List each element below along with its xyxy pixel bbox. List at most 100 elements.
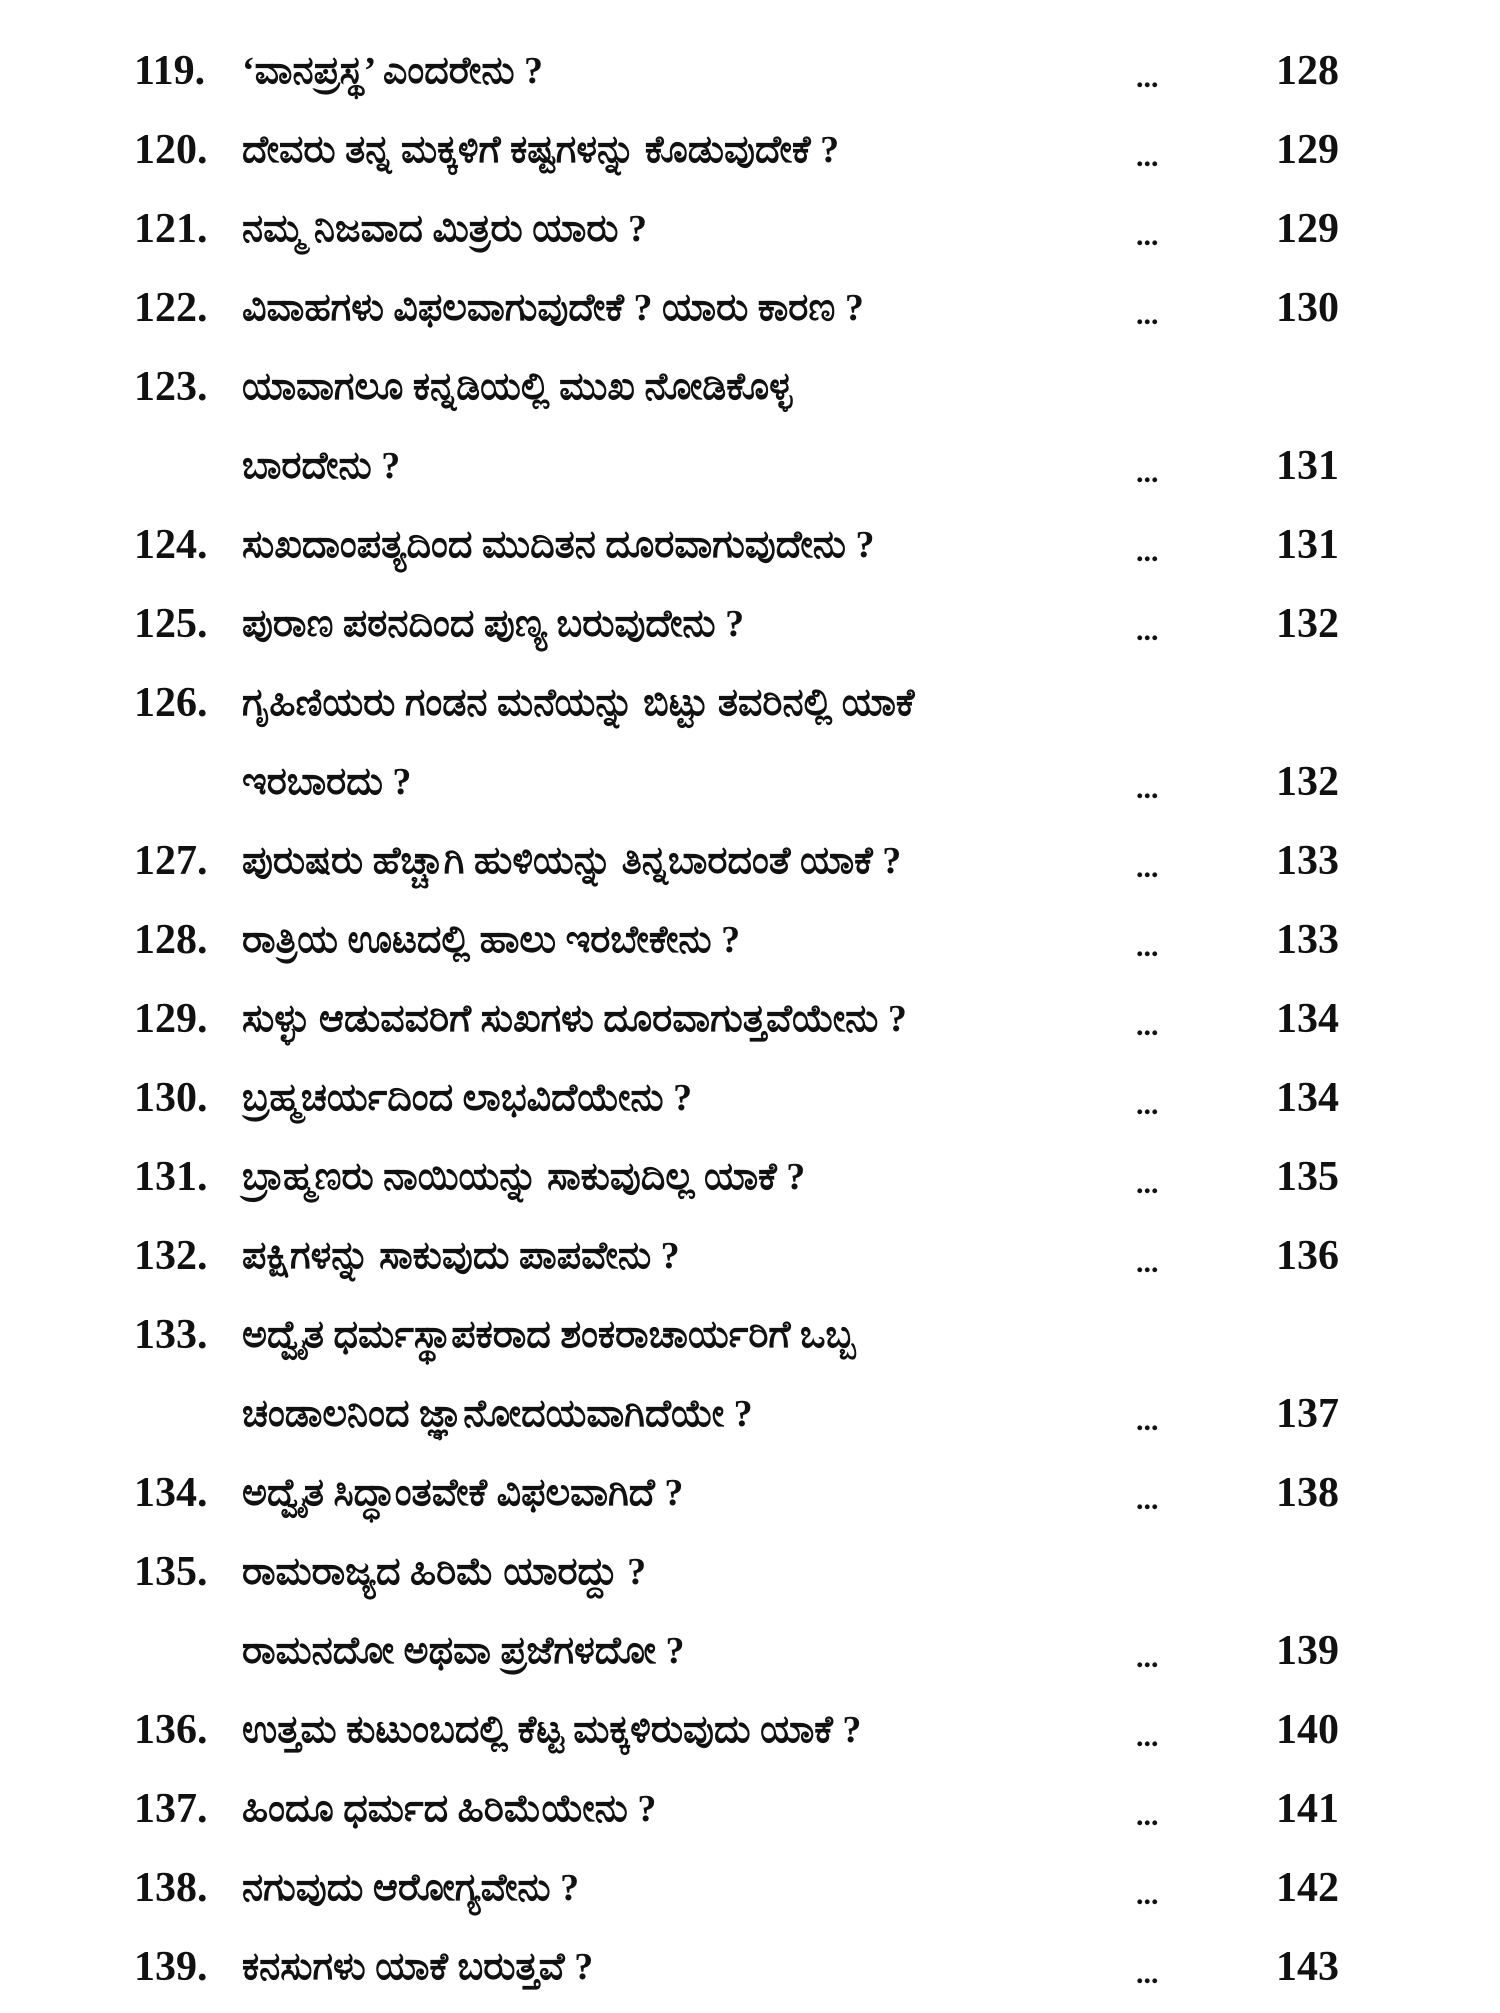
entry-number: 132. xyxy=(134,1233,208,1279)
toc-entry: 132. ಪಕ್ಷಿಗಳನ್ನು ಸಾಕುವುದು ಪಾಪವೇನು ?... 136 xyxy=(0,1217,1500,1296)
leader-dots: ... xyxy=(1136,1009,1159,1042)
entry-title: ಪುರಾಣ ಪಠನದಿಂದ ಪುಣ್ಯ ಬರುವುದೇನು ? xyxy=(242,603,745,645)
toc-entry: 127. ಪುರುಷರು ಹೆಚ್ಚಾಗಿ ಹುಳಿಯನ್ನು ತಿನ್ನಬಾರದ… xyxy=(0,822,1500,901)
leader-dots: ... xyxy=(1136,1167,1159,1200)
leader-dots: ... xyxy=(1136,1483,1159,1516)
page-number: 136 xyxy=(1276,1233,1339,1279)
leader-dots: ... xyxy=(1136,772,1159,805)
leader-dots: ... xyxy=(1136,1720,1159,1753)
leader-dots: ... xyxy=(1136,851,1159,884)
entry-number: 137. xyxy=(134,1786,208,1832)
entry-number: 119. xyxy=(134,48,206,94)
entry-title: ವಿವಾಹಗಳು ವಿಫಲವಾಗುವುದೇಕೆ ? ಯಾರು ಕಾರಣ ? xyxy=(242,287,864,329)
entry-number: 127. xyxy=(134,838,208,884)
toc-entry: 125. ಪುರಾಣ ಪಠನದಿಂದ ಪುಣ್ಯ ಬರುವುದೇನು ?... 13… xyxy=(0,585,1500,664)
entry-title: ಅದ್ವೈತ ಸಿದ್ಧಾಂತವೇಕೆ ವಿಫಲವಾಗಿದೆ ? xyxy=(242,1472,684,1514)
page-number: 129 xyxy=(1276,206,1339,252)
toc-entry-line: ಬಾರದೇನು ?... 131 xyxy=(0,427,1500,506)
toc-entry: 130. ಬ್ರಹ್ಮಚರ್ಯದಿಂದ ಲಾಭವಿದೆಯೇನು ?... 134 xyxy=(0,1059,1500,1138)
entry-title: ‘ವಾನಪ್ರಸ್ಥ’ ಎಂದರೇನು ? xyxy=(242,50,544,92)
toc-entry: 133. ಅದ್ವೈತ ಧರ್ಮಸ್ಥಾಪಕರಾದ ಶಂಕರಾಚಾರ್ಯರಿಗೆ … xyxy=(0,1296,1500,1454)
leader-dots: ... xyxy=(1136,456,1159,489)
entry-number: 134. xyxy=(134,1470,208,1516)
entry-number: 136. xyxy=(134,1707,208,1753)
entry-title: ಸುಳ್ಳು ಆಡುವವರಿಗೆ ಸುಖಗಳು ದೂರವಾಗುತ್ತವೆಯೇನು… xyxy=(242,998,907,1040)
toc-entry-line: 133. ಅದ್ವೈತ ಧರ್ಮಸ್ಥಾಪಕರಾದ ಶಂಕರಾಚಾರ್ಯರಿಗೆ … xyxy=(0,1296,1500,1375)
toc-entry-line: ಇರಬಾರದು ?... 132 xyxy=(0,743,1500,822)
toc-entry: 129. ಸುಳ್ಳು ಆಡುವವರಿಗೆ ಸುಖಗಳು ದೂರವಾಗುತ್ತವೆ… xyxy=(0,980,1500,1059)
entry-title: ಅದ್ವೈತ ಧರ್ಮಸ್ಥಾಪಕರಾದ ಶಂಕರಾಚಾರ್ಯರಿಗೆ ಒಬ್ಬ xyxy=(242,1314,856,1356)
toc-entry-line: 129. ಸುಳ್ಳು ಆಡುವವರಿಗೆ ಸುಖಗಳು ದೂರವಾಗುತ್ತವೆ… xyxy=(0,980,1500,1059)
leader-dots: ... xyxy=(1136,1641,1159,1674)
toc-entry: 128. ರಾತ್ರಿಯ ಊಟದಲ್ಲಿ ಹಾಲು ಇರಬೇಕೇನು ?... 13… xyxy=(0,901,1500,980)
toc-entry-line: 126. ಗೃಹಿಣಿಯರು ಗಂಡನ ಮನೆಯನ್ನು ಬಿಟ್ಟು ತವರಿನ… xyxy=(0,664,1500,743)
page-number: 129 xyxy=(1276,127,1339,173)
leader-dots: ... xyxy=(1136,140,1159,173)
toc-entry: 123. ಯಾವಾಗಲೂ ಕನ್ನಡಿಯಲ್ಲಿ ಮುಖ ನೋಡಿಕೊಳ್ಳ ಬಾರ… xyxy=(0,348,1500,506)
entry-number: 124. xyxy=(134,522,208,568)
entry-title: ಕನಸುಗಳು ಯಾಕೆ ಬರುತ್ತವೆ ? xyxy=(242,1946,594,1988)
entry-number: 130. xyxy=(134,1075,208,1121)
toc-entry-line: 132. ಪಕ್ಷಿಗಳನ್ನು ಸಾಕುವುದು ಪಾಪವೇನು ?... 136 xyxy=(0,1217,1500,1296)
page-number: 130 xyxy=(1276,285,1339,331)
leader-dots: ... xyxy=(1136,298,1159,331)
leader-dots: ... xyxy=(1136,930,1159,963)
entry-number: 133. xyxy=(134,1312,208,1358)
entry-title: ನಮ್ಮ ನಿಜವಾದ ಮಿತ್ರರು ಯಾರು ? xyxy=(242,208,648,250)
toc-entry-line: 120. ದೇವರು ತನ್ನ ಮಕ್ಕಳಿಗೆ ಕಷ್ಟಗಳನ್ನು ಕೊಡುವ… xyxy=(0,111,1500,190)
leader-dots: ... xyxy=(1136,614,1159,647)
entry-title: ದೇವರು ತನ್ನ ಮಕ್ಕಳಿಗೆ ಕಷ್ಟಗಳನ್ನು ಕೊಡುವುದೇಕ… xyxy=(242,129,840,171)
toc-entry-line: 125. ಪುರಾಣ ಪಠನದಿಂದ ಪುಣ್ಯ ಬರುವುದೇನು ?... 13… xyxy=(0,585,1500,664)
entry-number: 135. xyxy=(134,1549,208,1595)
toc-entry-line: 136. ಉತ್ತಮ ಕುಟುಂಬದಲ್ಲಿ ಕೆಟ್ಟ ಮಕ್ಕಳಿರುವುದು… xyxy=(0,1691,1500,1770)
toc-entry: 121. ನಮ್ಮ ನಿಜವಾದ ಮಿತ್ರರು ಯಾರು ?... 129 xyxy=(0,190,1500,269)
toc-entry-line: 135. ರಾಮರಾಜ್ಯದ ಹಿರಿಮೆ ಯಾರದ್ದು ? xyxy=(0,1533,1500,1612)
page-number: 138 xyxy=(1276,1470,1339,1516)
toc-entry-line: ರಾಮನದೋ ಅಥವಾ ಪ್ರಜೆಗಳದೋ ?... 139 xyxy=(0,1612,1500,1691)
entry-number: 131. xyxy=(134,1154,208,1200)
page-number: 134 xyxy=(1276,1075,1339,1121)
page-number: 135 xyxy=(1276,1154,1339,1200)
toc-entry-line: 138. ನಗುವುದು ಆರೋಗ್ಯವೇನು ?... 142 xyxy=(0,1849,1500,1928)
page-number: 134 xyxy=(1276,996,1339,1042)
entry-title: ನಗುವುದು ಆರೋಗ್ಯವೇನು ? xyxy=(242,1867,580,1909)
entry-title: ಬ್ರಾಹ್ಮಣರು ನಾಯಿಯನ್ನು ಸಾಕುವುದಿಲ್ಲ ಯಾಕೆ ? xyxy=(242,1156,806,1198)
toc-entry: 137. ಹಿಂದೂ ಧರ್ಮದ ಹಿರಿಮೆಯೇನು ?... 141 xyxy=(0,1770,1500,1849)
entry-title: ರಾಮರಾಜ್ಯದ ಹಿರಿಮೆ ಯಾರದ್ದು ? xyxy=(242,1551,647,1593)
entry-title: ಯಾವಾಗಲೂ ಕನ್ನಡಿಯಲ್ಲಿ ಮುಖ ನೋಡಿಕೊಳ್ಳ xyxy=(242,366,793,408)
page-number: 131 xyxy=(1276,522,1339,568)
toc-entry-line: 127. ಪುರುಷರು ಹೆಚ್ಚಾಗಿ ಹುಳಿಯನ್ನು ತಿನ್ನಬಾರದ… xyxy=(0,822,1500,901)
page-number: 140 xyxy=(1276,1707,1339,1753)
toc-entry-line: ಚಂಡಾಲನಿಂದ ಜ್ಞಾನೋದಯವಾಗಿದೆಯೇ ?... 137 xyxy=(0,1375,1500,1454)
entry-number: 138. xyxy=(134,1865,208,1911)
toc-entry: 138. ನಗುವುದು ಆರೋಗ್ಯವೇನು ?... 142 xyxy=(0,1849,1500,1928)
page-number: 131 xyxy=(1276,443,1339,489)
entry-title: ರಾತ್ರಿಯ ಊಟದಲ್ಲಿ ಹಾಲು ಇರಬೇಕೇನು ? xyxy=(242,919,741,961)
toc-entry: 119. ‘ವಾನಪ್ರಸ್ಥ’ ಎಂದರೇನು ?... 128 xyxy=(0,32,1500,111)
leader-dots: ... xyxy=(1136,219,1159,252)
entry-title: ಪಕ್ಷಿಗಳನ್ನು ಸಾಕುವುದು ಪಾಪವೇನು ? xyxy=(242,1235,680,1277)
leader-dots: ... xyxy=(1136,1404,1159,1437)
page-number: 132 xyxy=(1276,601,1339,647)
entry-number: 125. xyxy=(134,601,208,647)
entry-title: ಚಂಡಾಲನಿಂದ ಜ್ಞಾನೋದಯವಾಗಿದೆಯೇ ? xyxy=(242,1393,753,1435)
toc-entry: 135. ರಾಮರಾಜ್ಯದ ಹಿರಿಮೆ ಯಾರದ್ದು ? ರಾಮನದೋ ಅಥವ… xyxy=(0,1533,1500,1691)
toc-entry-line: 131. ಬ್ರಾಹ್ಮಣರು ನಾಯಿಯನ್ನು ಸಾಕುವುದಿಲ್ಲ ಯಾಕ… xyxy=(0,1138,1500,1217)
entry-title: ಉತ್ತಮ ಕುಟುಂಬದಲ್ಲಿ ಕೆಟ್ಟ ಮಕ್ಕಳಿರುವುದು ಯಾಕ… xyxy=(242,1709,862,1751)
page-number: 128 xyxy=(1276,48,1339,94)
page-number: 132 xyxy=(1276,759,1339,805)
leader-dots: ... xyxy=(1136,1878,1159,1911)
entry-title: ಇರಬಾರದು ? xyxy=(242,761,412,803)
entry-title: ಪುರುಷರು ಹೆಚ್ಚಾಗಿ ಹುಳಿಯನ್ನು ತಿನ್ನಬಾರದಂತೆ … xyxy=(242,840,902,882)
leader-dots: ... xyxy=(1136,535,1159,568)
entry-number: 120. xyxy=(134,127,208,173)
toc-entry-line: 119. ‘ವಾನಪ್ರಸ್ಥ’ ಎಂದರೇನು ?... 128 xyxy=(0,32,1500,111)
page-number: 137 xyxy=(1276,1391,1339,1437)
entry-title: ಬ್ರಹ್ಮಚರ್ಯದಿಂದ ಲಾಭವಿದೆಯೇನು ? xyxy=(242,1077,693,1119)
table-of-contents: 119. ‘ವಾನಪ್ರಸ್ಥ’ ಎಂದರೇನು ?... 128 120. ದೇವರು… xyxy=(0,32,1500,2007)
page-number: 141 xyxy=(1276,1786,1339,1832)
entry-title: ಬಾರದೇನು ? xyxy=(242,445,401,487)
page-number: 143 xyxy=(1276,1944,1339,1990)
toc-entry-line: 122. ವಿವಾಹಗಳು ವಿಫಲವಾಗುವುದೇಕೆ ? ಯಾರು ಕಾರಣ … xyxy=(0,269,1500,348)
entry-number: 122. xyxy=(134,285,208,331)
